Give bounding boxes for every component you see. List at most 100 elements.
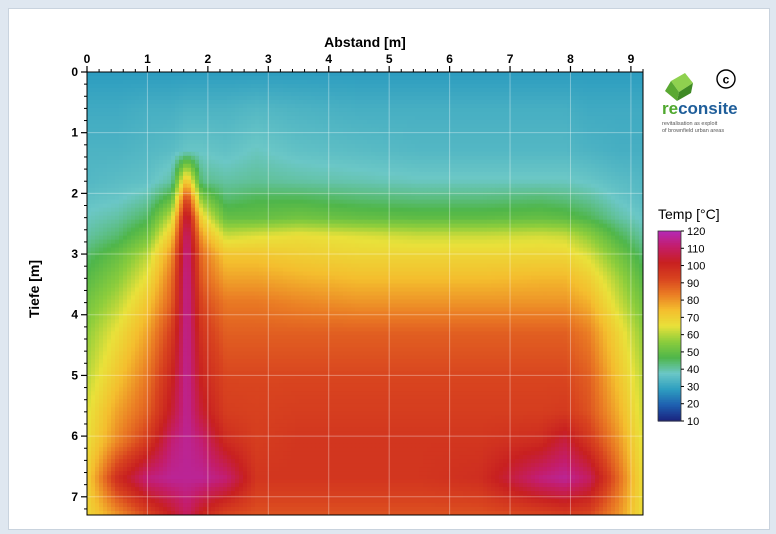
heat-cell — [327, 112, 332, 117]
heat-cell — [451, 212, 456, 217]
heat-cell — [467, 148, 472, 153]
heat-cell — [451, 112, 456, 117]
heat-cell — [203, 160, 208, 165]
heat-cell — [295, 160, 300, 165]
heat-cell — [251, 88, 256, 93]
heat-cell — [335, 188, 340, 193]
heat-cell — [339, 136, 344, 141]
heat-cell — [187, 176, 192, 181]
heat-cell — [459, 80, 464, 85]
heat-cell — [631, 196, 636, 201]
heat-cell — [415, 80, 420, 85]
heat-cell — [179, 116, 184, 121]
heat-cell — [403, 100, 408, 105]
heat-cell — [371, 128, 376, 133]
heat-cell — [231, 80, 236, 85]
heat-cell — [99, 124, 104, 129]
heat-cell — [275, 100, 280, 105]
heat-cell — [315, 124, 320, 129]
heat-cell — [475, 200, 480, 205]
heat-cell — [263, 180, 268, 185]
heat-cell — [371, 92, 376, 97]
heat-cell — [559, 164, 564, 169]
heat-cell — [467, 76, 472, 81]
heat-cell — [299, 116, 304, 121]
heat-cell — [131, 180, 136, 185]
heat-cell — [395, 200, 400, 205]
heat-cell — [351, 136, 356, 141]
heat-cell — [575, 168, 580, 173]
heat-cell — [523, 124, 528, 129]
heat-cell — [279, 208, 284, 213]
heat-cell — [379, 72, 384, 77]
heat-cell — [115, 164, 120, 169]
heat-cell — [283, 116, 288, 121]
heat-cell — [479, 76, 484, 81]
heat-cell — [323, 152, 328, 157]
heat-cell — [599, 176, 604, 181]
heat-cell — [599, 104, 604, 109]
heat-cell — [315, 136, 320, 141]
heat-cell — [579, 72, 584, 77]
heat-cell — [331, 116, 336, 121]
heat-cell — [315, 168, 320, 173]
heat-cell — [615, 124, 620, 129]
heat-cell — [103, 148, 108, 153]
heat-cell — [323, 148, 328, 153]
heat-cell — [427, 176, 432, 181]
heat-cell — [407, 212, 412, 217]
heat-cell — [579, 96, 584, 101]
heat-cell — [535, 184, 540, 189]
heat-cell — [503, 72, 508, 77]
heat-cell — [203, 180, 208, 185]
heat-cell — [531, 140, 536, 145]
heat-cell — [563, 100, 568, 105]
heat-cell — [127, 136, 132, 141]
heat-cell — [87, 96, 92, 101]
heat-cell — [163, 184, 168, 189]
heat-cell — [459, 144, 464, 149]
heat-cell — [463, 140, 468, 145]
heat-cell — [483, 104, 488, 109]
heat-cell — [531, 204, 536, 209]
heat-cell — [91, 72, 96, 77]
heat-cell — [579, 152, 584, 157]
heat-cell — [407, 140, 412, 145]
heat-cell — [187, 128, 192, 133]
heat-cell — [291, 80, 296, 85]
heat-cell — [319, 96, 324, 101]
heat-cell — [183, 204, 188, 209]
heat-cell — [179, 192, 184, 197]
heat-cell — [463, 116, 468, 121]
heat-cell — [619, 88, 624, 93]
heat-cell — [499, 76, 504, 81]
heat-cell — [159, 76, 164, 81]
heat-cell — [563, 148, 568, 153]
heat-cell — [571, 204, 576, 209]
heat-cell — [167, 200, 172, 205]
heat-cell — [307, 148, 312, 153]
heat-cell — [391, 80, 396, 85]
heat-cell — [159, 200, 164, 205]
heat-cell — [455, 172, 460, 177]
heat-cell — [535, 164, 540, 169]
heat-cell — [619, 120, 624, 125]
heat-cell — [551, 152, 556, 157]
heat-cell — [463, 72, 468, 77]
heat-cell — [611, 200, 616, 205]
heat-cell — [115, 148, 120, 153]
heat-cell — [223, 176, 228, 181]
heat-cell — [531, 184, 536, 189]
heat-cell — [103, 136, 108, 141]
heat-cell — [455, 144, 460, 149]
heat-cell — [575, 176, 580, 181]
heat-cell — [175, 128, 180, 133]
heat-cell — [367, 120, 372, 125]
heat-cell — [483, 148, 488, 153]
heat-cell — [323, 80, 328, 85]
heat-cell — [619, 112, 624, 117]
heat-cell — [559, 204, 564, 209]
heat-cell — [411, 176, 416, 181]
heat-cell — [359, 188, 364, 193]
heat-cell — [547, 184, 552, 189]
